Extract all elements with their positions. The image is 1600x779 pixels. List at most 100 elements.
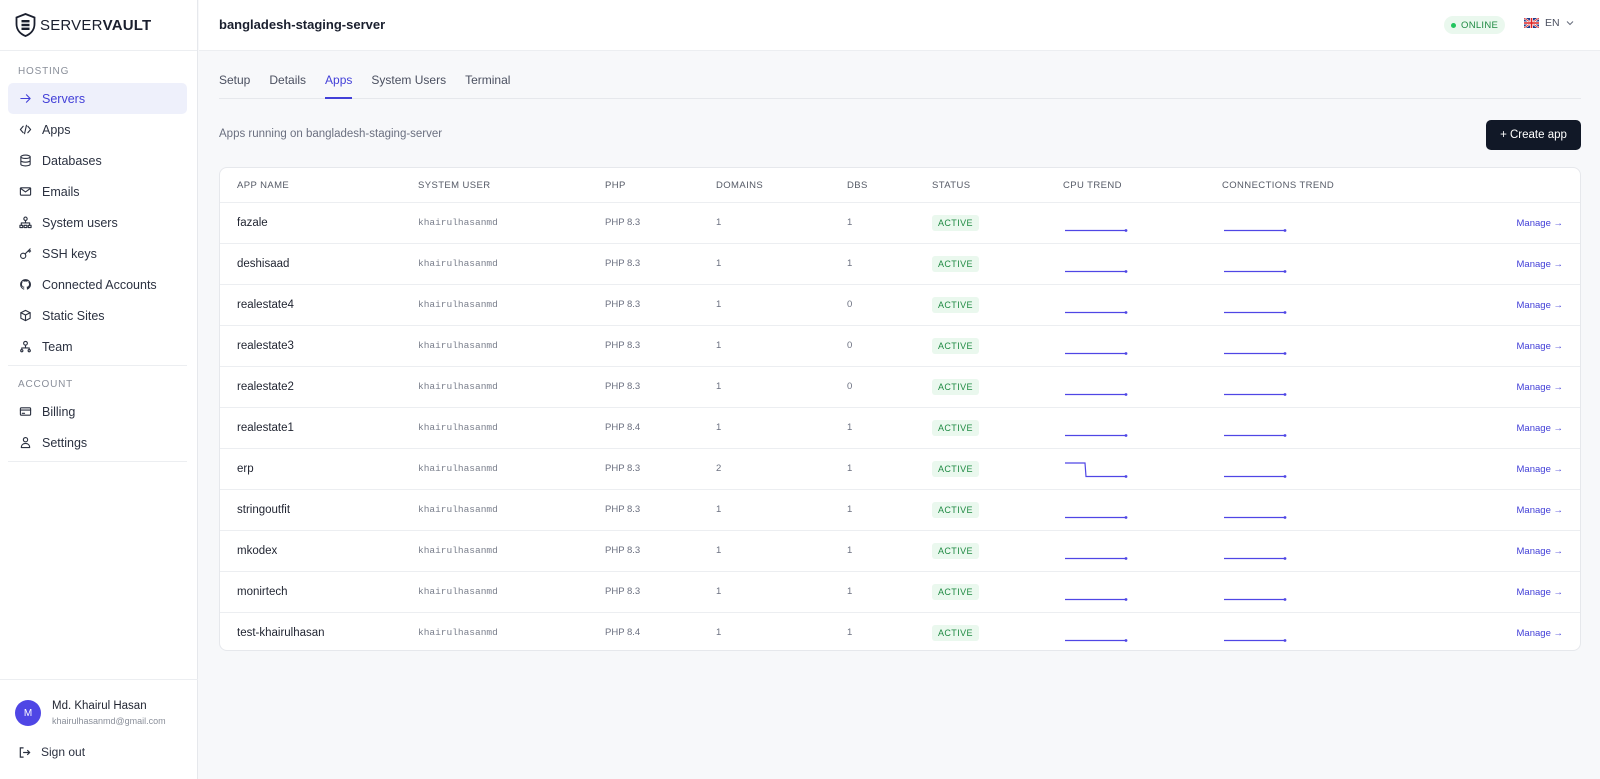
- cpu-trend-sparkline: [1065, 638, 1128, 642]
- status-badge: ACTIVE: [932, 255, 979, 272]
- manage-link[interactable]: Manage →: [1516, 422, 1563, 434]
- manage-link[interactable]: Manage →: [1516, 545, 1563, 557]
- manage-link[interactable]: Manage →: [1516, 504, 1563, 516]
- domain-count: 1: [716, 324, 847, 366]
- table-row[interactable]: erp khairulhasanmd PHP 8.3 2 1 ACTIVE Manage →: [220, 447, 1580, 489]
- connections-trend-sparkline-endpoint: [1283, 515, 1287, 519]
- table-row[interactable]: deshisaad khairulhasanmd PHP 8.3 1 1 ACTIVE Ma…: [220, 242, 1580, 284]
- table-row[interactable]: realestate1 khairulhasanmd PHP 8.4 1 1 ACTIVE…: [220, 406, 1580, 448]
- sidebar-item-apps[interactable]: Apps: [8, 114, 187, 145]
- db-count: 0: [847, 324, 932, 366]
- manage-link[interactable]: Manage →: [1516, 463, 1563, 475]
- status-cell: ACTIVE: [932, 406, 1063, 448]
- brand-name: SERVERVAULT: [40, 16, 152, 34]
- manage-link[interactable]: Manage →: [1516, 627, 1563, 639]
- table-row[interactable]: stringoutfit khairulhasanmd PHP 8.3 1 1 ACTIV…: [220, 488, 1580, 530]
- tab-apps[interactable]: Apps: [325, 64, 353, 99]
- sidebar-item-connected-accounts[interactable]: Connected Accounts: [8, 269, 187, 300]
- column-header: CONNECTIONS TREND: [1222, 168, 1422, 203]
- connections-trend-sparkline: [1224, 269, 1287, 273]
- status-cell: ACTIVE: [932, 283, 1063, 325]
- status-badge: ACTIVE: [932, 378, 979, 395]
- manage-cell: Manage →: [1422, 283, 1580, 325]
- create-app-button[interactable]: + Create app: [1486, 120, 1581, 150]
- connections-trend-sparkline-endpoint: [1283, 433, 1287, 437]
- connections-trend-sparkline: [1224, 556, 1287, 560]
- sidebar-divider: [8, 461, 187, 462]
- db-count: 1: [847, 611, 932, 650]
- credit-card-icon: [19, 405, 32, 418]
- status-badge: ONLINE: [1444, 16, 1506, 34]
- connections-trend-cell: [1222, 529, 1422, 571]
- sidebar-item-settings[interactable]: Settings: [8, 427, 187, 458]
- table-row[interactable]: realestate3 khairulhasanmd PHP 8.3 1 0 ACTIVE…: [220, 324, 1580, 366]
- table-row[interactable]: realestate4 khairulhasanmd PHP 8.3 1 0 ACTIVE…: [220, 283, 1580, 325]
- cpu-trend-sparkline-endpoint: [1124, 433, 1128, 437]
- sidebar-item-label: Databases: [42, 153, 102, 168]
- manage-link[interactable]: Manage →: [1516, 217, 1563, 229]
- system-user: khairulhasanmd: [418, 488, 605, 530]
- connections-trend-sparkline-endpoint: [1283, 228, 1287, 232]
- sidebar-item-servers[interactable]: Servers: [8, 83, 187, 114]
- sidebar-item-static-sites[interactable]: Static Sites: [8, 300, 187, 331]
- user-name: Md. Khairul Hasan: [52, 700, 147, 712]
- manage-link[interactable]: Manage →: [1516, 586, 1563, 598]
- php-version: PHP 8.3: [605, 217, 641, 228]
- table-row[interactable]: fazale khairulhasanmd PHP 8.3 1 1 ACTIVE Manag…: [220, 202, 1580, 243]
- manage-link[interactable]: Manage →: [1516, 381, 1563, 393]
- cpu-trend-sparkline-endpoint: [1124, 392, 1128, 396]
- sidebar-item-billing[interactable]: Billing: [8, 396, 187, 427]
- status-cell: ACTIVE: [932, 202, 1063, 243]
- language-selector[interactable]: EN: [1524, 17, 1580, 29]
- system-user: khairulhasanmd: [418, 242, 605, 284]
- status-badge: ACTIVE: [932, 337, 979, 354]
- table-row[interactable]: mkodex khairulhasanmd PHP 8.3 1 1 ACTIVE Manag…: [220, 529, 1580, 571]
- app-name: fazale: [237, 216, 268, 229]
- connections-trend-sparkline: [1224, 515, 1287, 519]
- manage-link[interactable]: Manage →: [1516, 258, 1563, 270]
- sign-out-button[interactable]: Sign out: [18, 745, 85, 759]
- account-nav: Billing Settings: [0, 396, 197, 458]
- sidebar-item-databases[interactable]: Databases: [8, 145, 187, 176]
- domain-count: 1: [716, 283, 847, 325]
- php-version: PHP 8.3: [605, 570, 716, 612]
- column-header: PHP: [605, 168, 716, 203]
- tab-terminal[interactable]: Terminal: [465, 73, 511, 87]
- sidebar-item-emails[interactable]: Emails: [8, 176, 187, 207]
- connections-trend-sparkline-endpoint: [1283, 269, 1287, 273]
- status-badge: ACTIVE: [932, 419, 979, 436]
- tab-system-users[interactable]: System Users: [371, 73, 447, 87]
- connections-trend-cell: [1222, 202, 1422, 243]
- system-user: khairulhasanmd: [418, 283, 605, 325]
- manage-cell: Manage →: [1422, 570, 1580, 612]
- sidebar-item-label: Servers: [42, 91, 86, 106]
- avatar[interactable]: M: [15, 700, 41, 726]
- cpu-trend-sparkline-endpoint: [1124, 269, 1128, 273]
- table-row[interactable]: test-khairulhasan khairulhasanmd PHP 8.4 1 1…: [220, 611, 1580, 650]
- app-name: deshisaad: [220, 242, 418, 284]
- sidebar-item-system-users[interactable]: System users: [8, 207, 187, 238]
- status-badge: ACTIVE: [932, 501, 979, 518]
- tab-setup[interactable]: Setup: [219, 73, 251, 87]
- brand-logo[interactable]: SERVERVAULT: [0, 0, 197, 51]
- table-row[interactable]: monirtech khairulhasanmd PHP 8.3 1 1 ACTIVE Ma…: [220, 570, 1580, 612]
- tab-details[interactable]: Details: [269, 73, 307, 87]
- connections-trend-sparkline-endpoint: [1283, 392, 1287, 396]
- sidebar-item-label: Connected Accounts: [42, 277, 157, 292]
- cpu-trend-sparkline: [1065, 269, 1128, 273]
- manage-link[interactable]: Manage →: [1516, 340, 1563, 352]
- db-count: 1: [847, 242, 932, 284]
- sidebar-item-ssh-keys[interactable]: SSH keys: [8, 238, 187, 269]
- sidebar-item-team[interactable]: Team: [8, 331, 187, 362]
- user-icon: [19, 436, 32, 449]
- manage-link[interactable]: Manage →: [1516, 299, 1563, 311]
- connections-trend-cell: [1222, 447, 1422, 489]
- cpu-trend-cell: [1063, 406, 1222, 448]
- manage-cell: Manage →: [1422, 242, 1580, 284]
- domain-count: 1: [716, 242, 847, 284]
- sidebar-item-label: SSH keys: [42, 246, 97, 261]
- github-icon: [19, 278, 32, 291]
- connections-trend-cell: [1222, 242, 1422, 284]
- language-code: EN: [1545, 17, 1560, 29]
- table-row[interactable]: realestate2 khairulhasanmd PHP 8.3 1 0 ACTIVE…: [220, 365, 1580, 407]
